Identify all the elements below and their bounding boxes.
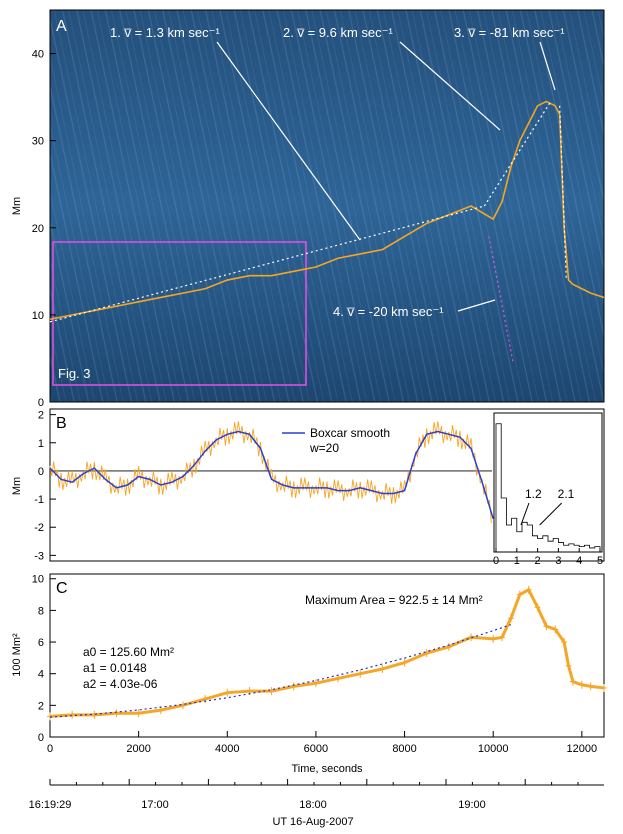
c-xtick-label-4: 8000 [392,743,416,755]
c-xtick-label-3: 6000 [304,743,328,755]
fig3-region-box [52,241,307,386]
c-xtick-label-1: 2000 [126,743,150,755]
max-area-text: Maximum Area = 922.5 ± 14 Mm² [305,593,483,607]
a-ytick-label-4: 40 [32,49,44,61]
panel-a-annotations: 1. v̅ = 1.3 km sec⁻¹ 2. v̅ = 9.6 km sec⁻… [110,25,565,319]
c-xtick-label-6: 12000 [567,743,598,755]
b-ytick-label-0: -3 [34,550,44,562]
panel-letter-b: B [56,415,67,432]
ut-label-2: 18:00 [299,799,327,811]
annotation-arrow-3 [539,41,556,91]
b-ytick-label-4: 1 [38,438,44,450]
panel-letter-c: C [56,580,68,597]
c-xtick-label-0: 0 [47,743,53,755]
fit-line-3 [559,105,567,281]
area-line [49,587,605,718]
inset-xtick-label-2: 2 [535,555,541,567]
panel-a-series [49,100,605,363]
a-ytick-label-1: 10 [32,310,44,322]
b-ytick-label-5: 2 [38,410,44,422]
inset-label-1: 2.1 [558,487,575,501]
quadratic-fit-line [49,624,512,718]
a-ytick-label-3: 30 [32,136,44,148]
ut-axis-ticks [49,779,579,785]
histogram-bars [495,423,601,552]
displacement-raw-line [49,421,492,523]
fit-param-a2: a2 = 4.03e-06 [83,677,158,691]
fit-line-2 [483,101,552,207]
c-ytick-label-1: 2 [38,700,44,712]
panel-letter-a: A [56,18,67,35]
ut-label-1: 17:00 [141,799,169,811]
panel-c-frame [49,573,605,738]
c-ytick-label-5: 10 [32,574,44,586]
c-ytick-label-2: 4 [38,669,44,681]
velocity-annotation-1: 1. v̅ = 1.3 km sec⁻¹ [110,25,220,40]
panel-a-ylabel: Mm [11,197,23,215]
fit-param-a0: a0 = 125.60 Mm² [83,645,174,659]
panel-c: C 0 2 4 6 8 10 0 2000 4000 6000 8000 10000 12000 100… [11,573,607,775]
annotation-arrow-1 [216,41,361,241]
histogram-inset: 0 1 2 3 4 5 1.2 2.1 [493,412,603,567]
c-ytick-label-3: 6 [38,637,44,649]
legend-label: Boxcar smooth [310,426,390,440]
legend-sublabel: w=20 [309,441,339,455]
c-ytick-label-4: 8 [38,605,44,617]
fit-param-a1: a1 = 0.0148 [83,661,147,675]
panel-c-axes: 0 2 4 6 8 10 0 2000 4000 6000 8000 10000 12000 [32,574,597,755]
a-ytick-label-0: 0 [38,397,44,409]
panel-a-frame [49,9,605,403]
panel-a: Fig. 3 A 0 10 20 30 40 Mm 1. v̅ = 1.3 km sec… [11,9,605,409]
inset-label-0: 1.2 [525,487,542,501]
fig3-label: Fig. 3 [58,366,91,381]
inset-frame [493,412,603,553]
velocity-annotation-4: 4. v̅ = -20 km sec⁻¹ [333,304,444,319]
inset-arrow-1 [539,502,563,526]
b-ytick-label-2: -1 [34,494,44,506]
inset-xtick-label-5: 5 [597,555,603,567]
annotation-arrow-2 [399,41,501,131]
inset-xtick-label-4: 4 [576,555,582,567]
ut-label-0: 16:19:29 [29,799,72,811]
c-xtick-label-2: 4000 [215,743,239,755]
panel-a-y-axis: 0 10 20 30 40 [32,49,56,409]
annotation-arrow-4 [457,299,496,312]
inset-arrow-0 [520,502,530,526]
c-xtick-label-5: 10000 [478,743,509,755]
inset-xtick-label-0: 0 [493,555,499,567]
ut-caption: UT 16-Aug-2007 [272,816,353,828]
panel-c-xlabel: Time, seconds [291,763,363,775]
ut-label-3: 19:00 [458,799,486,811]
velocity-annotation-3: 3. v̅ = -81 km sec⁻¹ [454,25,565,40]
a-ytick-label-2: 20 [32,223,44,235]
fit-line-4 [488,236,514,363]
b-ytick-label-1: -2 [34,522,44,534]
velocity-annotation-2: 2. v̅ = 9.6 km sec⁻¹ [283,25,393,40]
c-ytick-label-0: 0 [38,732,44,744]
panel-a-texture [50,10,604,402]
panel-b-ylabel: Mm [11,477,23,495]
panel-c-series [47,585,607,721]
panel-c-ylabel: 100 Mm² [11,633,23,677]
boxcar-smooth-line [49,430,494,519]
panel-b: B -3 -2 -1 0 1 2 Mm Boxcar smooth w=20 0 1 2 3 4 5… [11,408,605,567]
ut-time-axis: 16:19:29 17:00 18:00 19:00 UT 16-Aug-200… [29,779,604,828]
b-ytick-label-3: 0 [38,466,44,478]
inset-xtick-label-3: 3 [555,555,561,567]
inset-xtick-label-1: 1 [514,555,520,567]
panel-b-series [49,421,494,523]
